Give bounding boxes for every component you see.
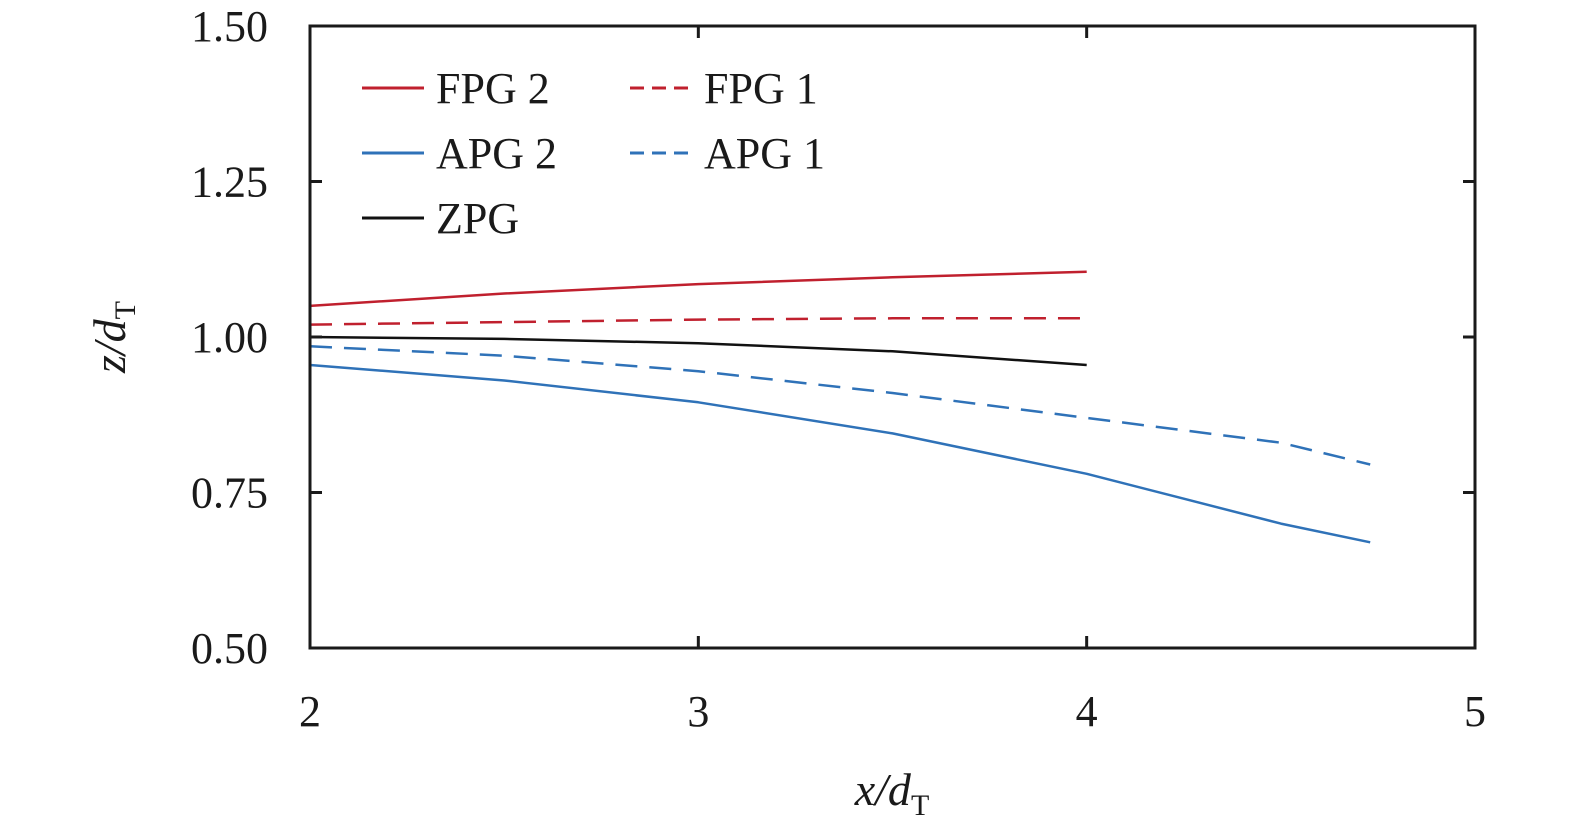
y-tick-label: 1.25 bbox=[191, 158, 268, 207]
y-tick-label: 0.50 bbox=[191, 624, 268, 673]
x-tick-label: 2 bbox=[299, 687, 321, 736]
legend-label-apg-1: APG 1 bbox=[704, 129, 825, 178]
x-axis-label: x/dT bbox=[854, 764, 930, 822]
axis-ticks bbox=[308, 24, 1477, 650]
series-line-zpg bbox=[309, 335, 1087, 367]
x-axis-label-main: x/d bbox=[854, 764, 912, 815]
x-tick-label: 5 bbox=[1464, 687, 1486, 736]
x-tick-label: 4 bbox=[1076, 687, 1098, 736]
legend-label-apg-2: APG 2 bbox=[436, 129, 557, 178]
y-tick-label: 1.00 bbox=[191, 313, 268, 362]
y-axis-label-main: z/d bbox=[84, 318, 135, 374]
legend: FPG 2 FPG 1 APG 2 APG 1 ZPG bbox=[362, 64, 825, 243]
y-axis-label-subscript: T bbox=[109, 301, 142, 319]
legend-label-fpg-2: FPG 2 bbox=[436, 64, 550, 113]
legend-label-fpg-1: FPG 1 bbox=[704, 64, 818, 113]
y-tick-label: 1.50 bbox=[191, 2, 268, 51]
series-line-fpg-2 bbox=[309, 270, 1087, 308]
x-axis-label-subscript: T bbox=[911, 789, 929, 822]
series-line-apg-2 bbox=[309, 363, 1371, 544]
tick-labels: 2 3 4 5 0.50 0.75 1.00 1.25 1.50 bbox=[191, 2, 1486, 736]
plot-lines bbox=[309, 270, 1371, 544]
plot-frame bbox=[308, 24, 1477, 650]
x-tick-label: 3 bbox=[687, 687, 709, 736]
y-axis-label: z/dT bbox=[84, 301, 142, 374]
series-line-apg-1 bbox=[309, 345, 1371, 466]
series-line-fpg-1 bbox=[309, 317, 1087, 326]
y-tick-label: 0.75 bbox=[191, 469, 268, 518]
legend-label-zpg: ZPG bbox=[436, 194, 519, 243]
